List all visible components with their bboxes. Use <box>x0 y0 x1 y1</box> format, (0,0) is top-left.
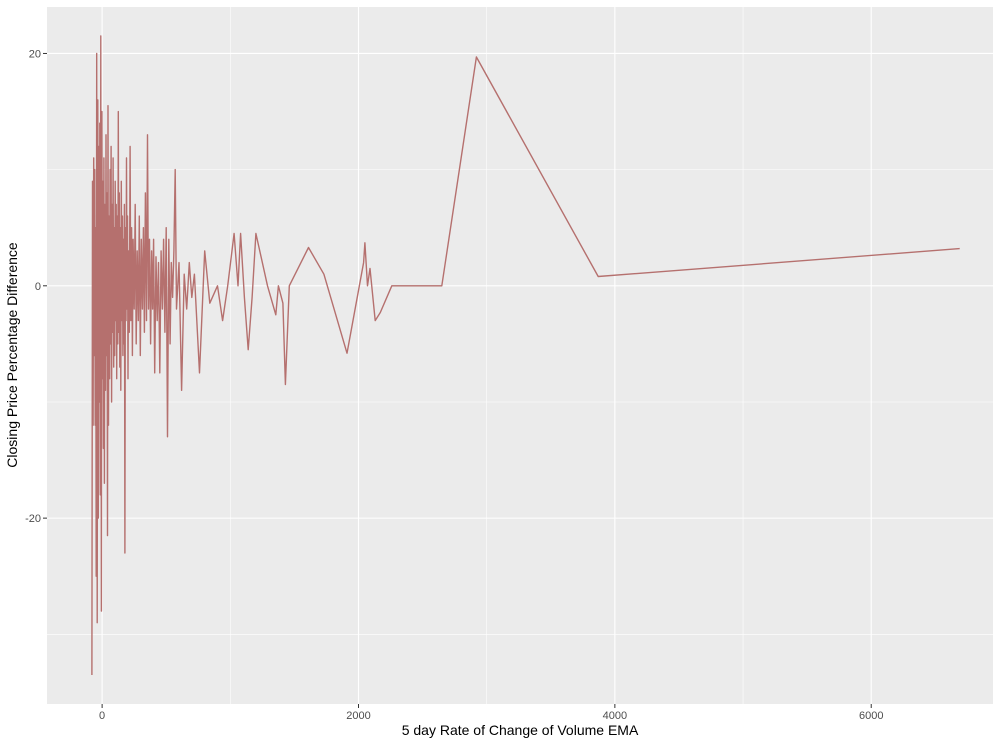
x-axis-title: 5 day Rate of Change of Volume EMA <box>402 722 639 738</box>
grid-minor <box>47 7 993 704</box>
plot-panel <box>47 7 993 704</box>
y-tick-label: -20 <box>25 513 41 525</box>
y-tick-label: 20 <box>29 48 41 60</box>
series-layer <box>91 35 960 676</box>
x-tick-label: 2000 <box>346 710 370 722</box>
y-axis-ticks: -20 0 20 <box>25 48 47 525</box>
x-tick-label: 6000 <box>859 710 883 722</box>
series-line <box>91 35 960 676</box>
x-tick-label: 4000 <box>603 710 627 722</box>
y-tick-label: 0 <box>35 281 41 293</box>
x-axis-ticks: 0 2000 4000 6000 <box>99 704 883 722</box>
x-tick-label: 0 <box>99 710 105 722</box>
y-axis-title: Closing Price Percentage Difference <box>4 242 20 468</box>
